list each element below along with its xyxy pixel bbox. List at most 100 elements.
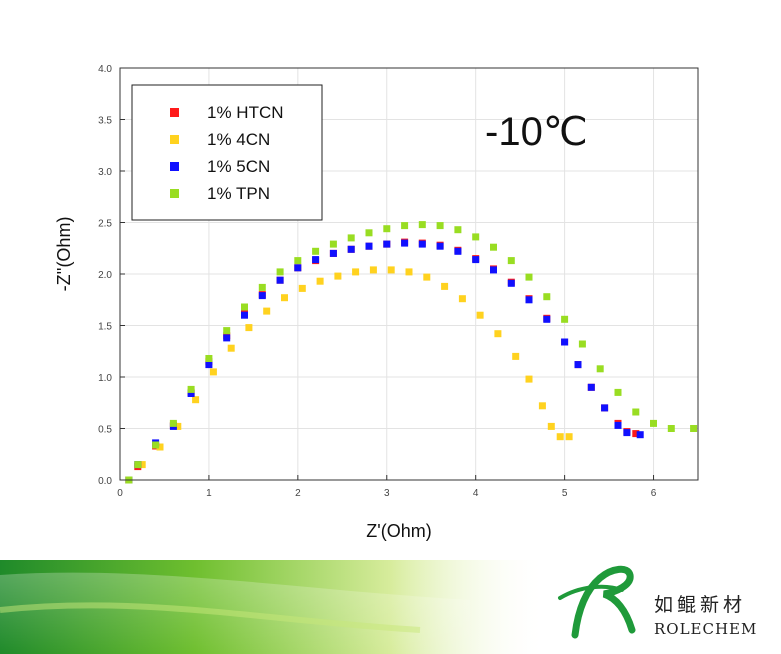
x-tick-label-7: 6 [651,488,657,499]
data-point-2-9 [263,307,271,315]
data-point-3-25 [543,315,551,323]
data-point-2-3 [156,443,164,451]
data-point-4-11 [294,257,302,265]
data-point-4-18 [418,221,426,229]
legend-box [131,84,323,221]
data-point-3-23 [507,279,515,287]
data-point-4-19 [436,222,444,230]
data-point-2-7 [227,344,235,352]
data-point-3-15 [365,242,373,250]
brand-name-cn: 如鲲新材 [654,594,746,616]
y-tick-label-7: 3.0 [98,167,112,178]
data-point-2-11 [298,284,306,292]
y-tick-label-9: 4.0 [98,64,112,75]
data-point-2-12 [316,277,324,285]
data-point-2-15 [369,266,377,274]
legend-label-4: 1% TPN [207,184,270,203]
y-tick-label-5: 2.0 [98,270,112,281]
y-tick-label-8: 3.5 [98,116,112,127]
data-point-2-25 [538,402,546,410]
data-point-3-6 [205,361,213,369]
legend-label-2: 1% 4CN [207,130,270,149]
data-point-4-30 [632,408,640,416]
data-point-4-31 [650,419,657,427]
data-point-2-23 [512,352,520,360]
legend-marker-2 [170,135,179,144]
data-point-3-28 [587,383,595,391]
data-point-2-10 [281,294,288,302]
data-point-4-21 [472,233,480,241]
legend-marker-4 [170,189,179,198]
data-point-4-12 [312,247,320,255]
data-point-2-18 [423,273,431,281]
data-point-2-14 [352,268,360,276]
data-point-2-5 [192,396,200,404]
data-point-3-27 [574,361,582,369]
y-tick-label-6: 2.5 [98,219,112,230]
data-point-2-27 [556,433,564,441]
data-point-4-2 [134,461,142,469]
data-point-4-28 [596,365,604,373]
data-point-4-27 [578,340,586,348]
brand-name-en: ROLECHEM [654,620,757,638]
data-point-2-28 [565,433,573,441]
y-tick-label-2: 0.5 [98,425,112,436]
data-point-4-3 [152,441,160,449]
data-point-3-29 [601,404,609,412]
data-point-2-22 [494,330,502,338]
data-point-4-24 [525,273,533,281]
data-point-3-7 [223,334,231,342]
data-point-3-32 [636,431,644,439]
legend-label-1: 1% HTCN [207,103,284,122]
x-tick-label-4: 3 [384,488,390,499]
data-point-4-33 [690,425,698,432]
data-point-4-26 [561,315,569,323]
legend-marker-3 [170,162,179,171]
data-point-4-17 [401,222,409,230]
rolechem-logo: 如鲲新材 ROLECHEM [558,565,757,639]
data-point-3-11 [294,264,302,272]
plot-area: 0 1 2 3 4 5 6 0.0 0.5 1.0 1.5 2.0 2.5 3.0 3.5 4.0 Z'(Ohm… [54,64,699,541]
data-point-3-9 [258,292,266,300]
y-tick-label-4: 1.5 [98,322,112,333]
data-point-4-22 [490,243,497,251]
data-point-2-21 [476,311,484,319]
data-point-2-19 [441,282,449,290]
data-point-2-24 [525,375,533,383]
x-axis-title: Z'(Ohm) [366,521,431,541]
data-point-2-20 [458,295,466,303]
data-point-4-16 [383,225,391,233]
x-tick-label-1: 0 [117,488,123,499]
data-point-3-18 [418,240,426,248]
data-point-3-21 [472,256,480,264]
data-point-2-26 [547,422,555,430]
data-point-2-13 [334,272,342,280]
data-point-2-16 [387,266,395,274]
data-point-4-32 [667,425,675,432]
data-point-4-23 [507,257,515,265]
x-tick-label-5: 4 [473,488,479,499]
data-point-3-10 [276,276,284,284]
data-point-4-7 [223,327,231,335]
data-point-4-15 [365,229,373,237]
data-point-3-17 [401,239,409,247]
legend-marker-1 [170,108,179,117]
data-point-4-20 [454,226,462,234]
temperature-annotation: -10℃ [485,110,588,154]
x-tick-label-6: 5 [562,488,568,499]
data-point-3-12 [312,256,320,264]
data-point-3-24 [525,296,533,304]
data-point-3-20 [454,247,462,255]
data-point-4-5 [187,385,195,393]
data-point-4-6 [205,355,213,362]
legend-label-3: 1% 5CN [207,157,270,176]
data-point-4-8 [241,303,248,311]
data-point-1-32 [632,430,640,438]
data-point-2-6 [209,368,217,376]
data-point-3-16 [383,240,391,248]
data-point-2-17 [405,268,413,276]
data-point-3-5 [187,390,195,397]
logo-r-mark-icon [571,565,636,639]
data-point-4-13 [329,240,337,248]
